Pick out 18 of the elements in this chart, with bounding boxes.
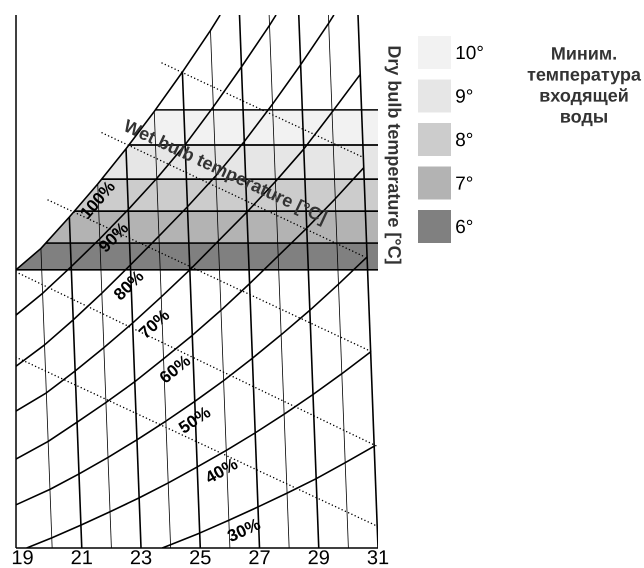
- y-axis-title: Dry bulb temperature [°C]: [384, 46, 402, 264]
- x-tick-label: 21: [72, 550, 92, 564]
- text: 70%: [138, 310, 170, 338]
- x-tick-label: 23: [130, 550, 152, 564]
- x-tick-label: 31: [368, 550, 388, 564]
- legend-label: 10°: [456, 46, 483, 60]
- text: 40%: [208, 458, 238, 482]
- x-tick-label: 27: [249, 550, 270, 564]
- legend-label: 8°: [456, 132, 472, 146]
- legend-title: Миним. температура входящей воды: [528, 47, 642, 126]
- legend-label: 6°: [456, 220, 472, 234]
- x-tick-label: 29: [308, 550, 329, 564]
- x-tick-label: 19: [12, 550, 33, 564]
- text: 30%: [228, 518, 260, 542]
- text: 60%: [160, 355, 190, 382]
- legend-label: 9°: [456, 89, 472, 103]
- x-tick-label: 25: [190, 550, 211, 564]
- legend-label: 7°: [456, 176, 472, 190]
